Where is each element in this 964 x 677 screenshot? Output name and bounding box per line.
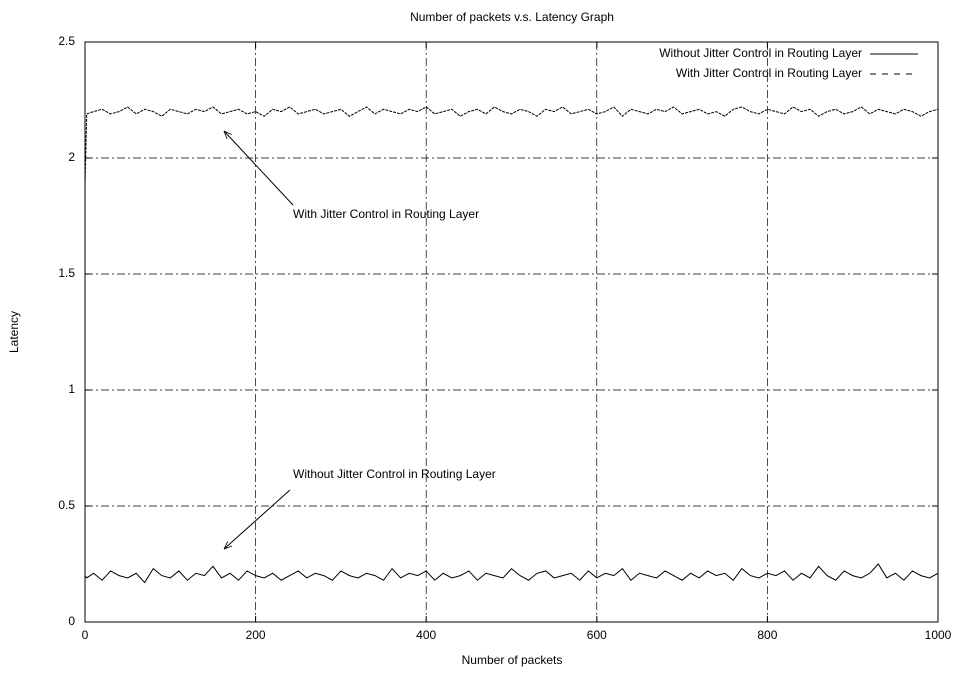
annotation-arrow	[224, 489, 291, 549]
series-line	[84, 563, 939, 584]
y-tick-label: 2.5	[58, 34, 75, 48]
x-tick-label: 0	[82, 628, 89, 642]
y-tick-label: 1.5	[58, 266, 75, 280]
y-tick-label: 2	[68, 150, 75, 164]
annotation-arrow	[224, 131, 294, 206]
y-tick-label: 0.5	[58, 498, 75, 512]
x-tick-label: 200	[246, 628, 266, 642]
x-axis-label: Number of packets	[462, 653, 563, 667]
y-tick-label: 0	[68, 614, 75, 628]
annotation: With Jitter Control in Routing Layer	[293, 207, 479, 221]
chart-title: Number of packets v.s. Latency Graph	[410, 10, 614, 24]
annotation: Without Jitter Control in Routing Layer	[293, 467, 496, 481]
x-tick-label: 600	[587, 628, 607, 642]
x-tick-label: 1000	[925, 628, 952, 642]
y-axis-label: Latency	[7, 311, 21, 353]
series-line	[84, 106, 939, 186]
plot-frame	[84, 41, 939, 623]
x-tick-label: 800	[757, 628, 777, 642]
legend-label: Without Jitter Control in Routing Layer	[659, 46, 862, 60]
legend-label: With Jitter Control in Routing Layer	[676, 66, 862, 80]
y-tick-label: 1	[68, 382, 75, 396]
x-tick-label: 400	[416, 628, 436, 642]
